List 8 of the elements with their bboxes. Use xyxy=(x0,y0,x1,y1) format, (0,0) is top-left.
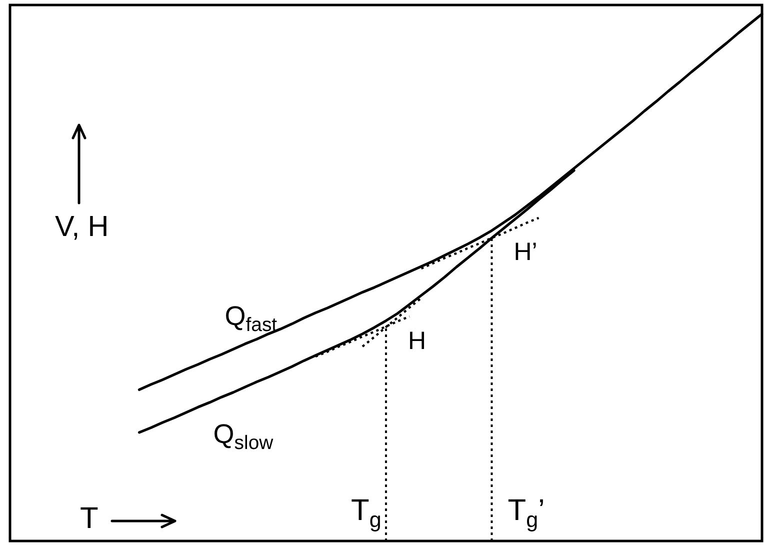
annotation: T$_{g}$’ xyxy=(508,494,545,532)
x-axis-title: T xyxy=(80,502,98,535)
y-axis-title: V, H xyxy=(55,211,109,243)
annotation: T$_{g}$ xyxy=(351,494,382,532)
series-label: Q$_{slow}$ xyxy=(213,418,274,454)
annotation: H xyxy=(408,327,426,356)
annotation: H’ xyxy=(514,238,538,266)
series-label: Q$_{fast}$ xyxy=(224,300,278,336)
